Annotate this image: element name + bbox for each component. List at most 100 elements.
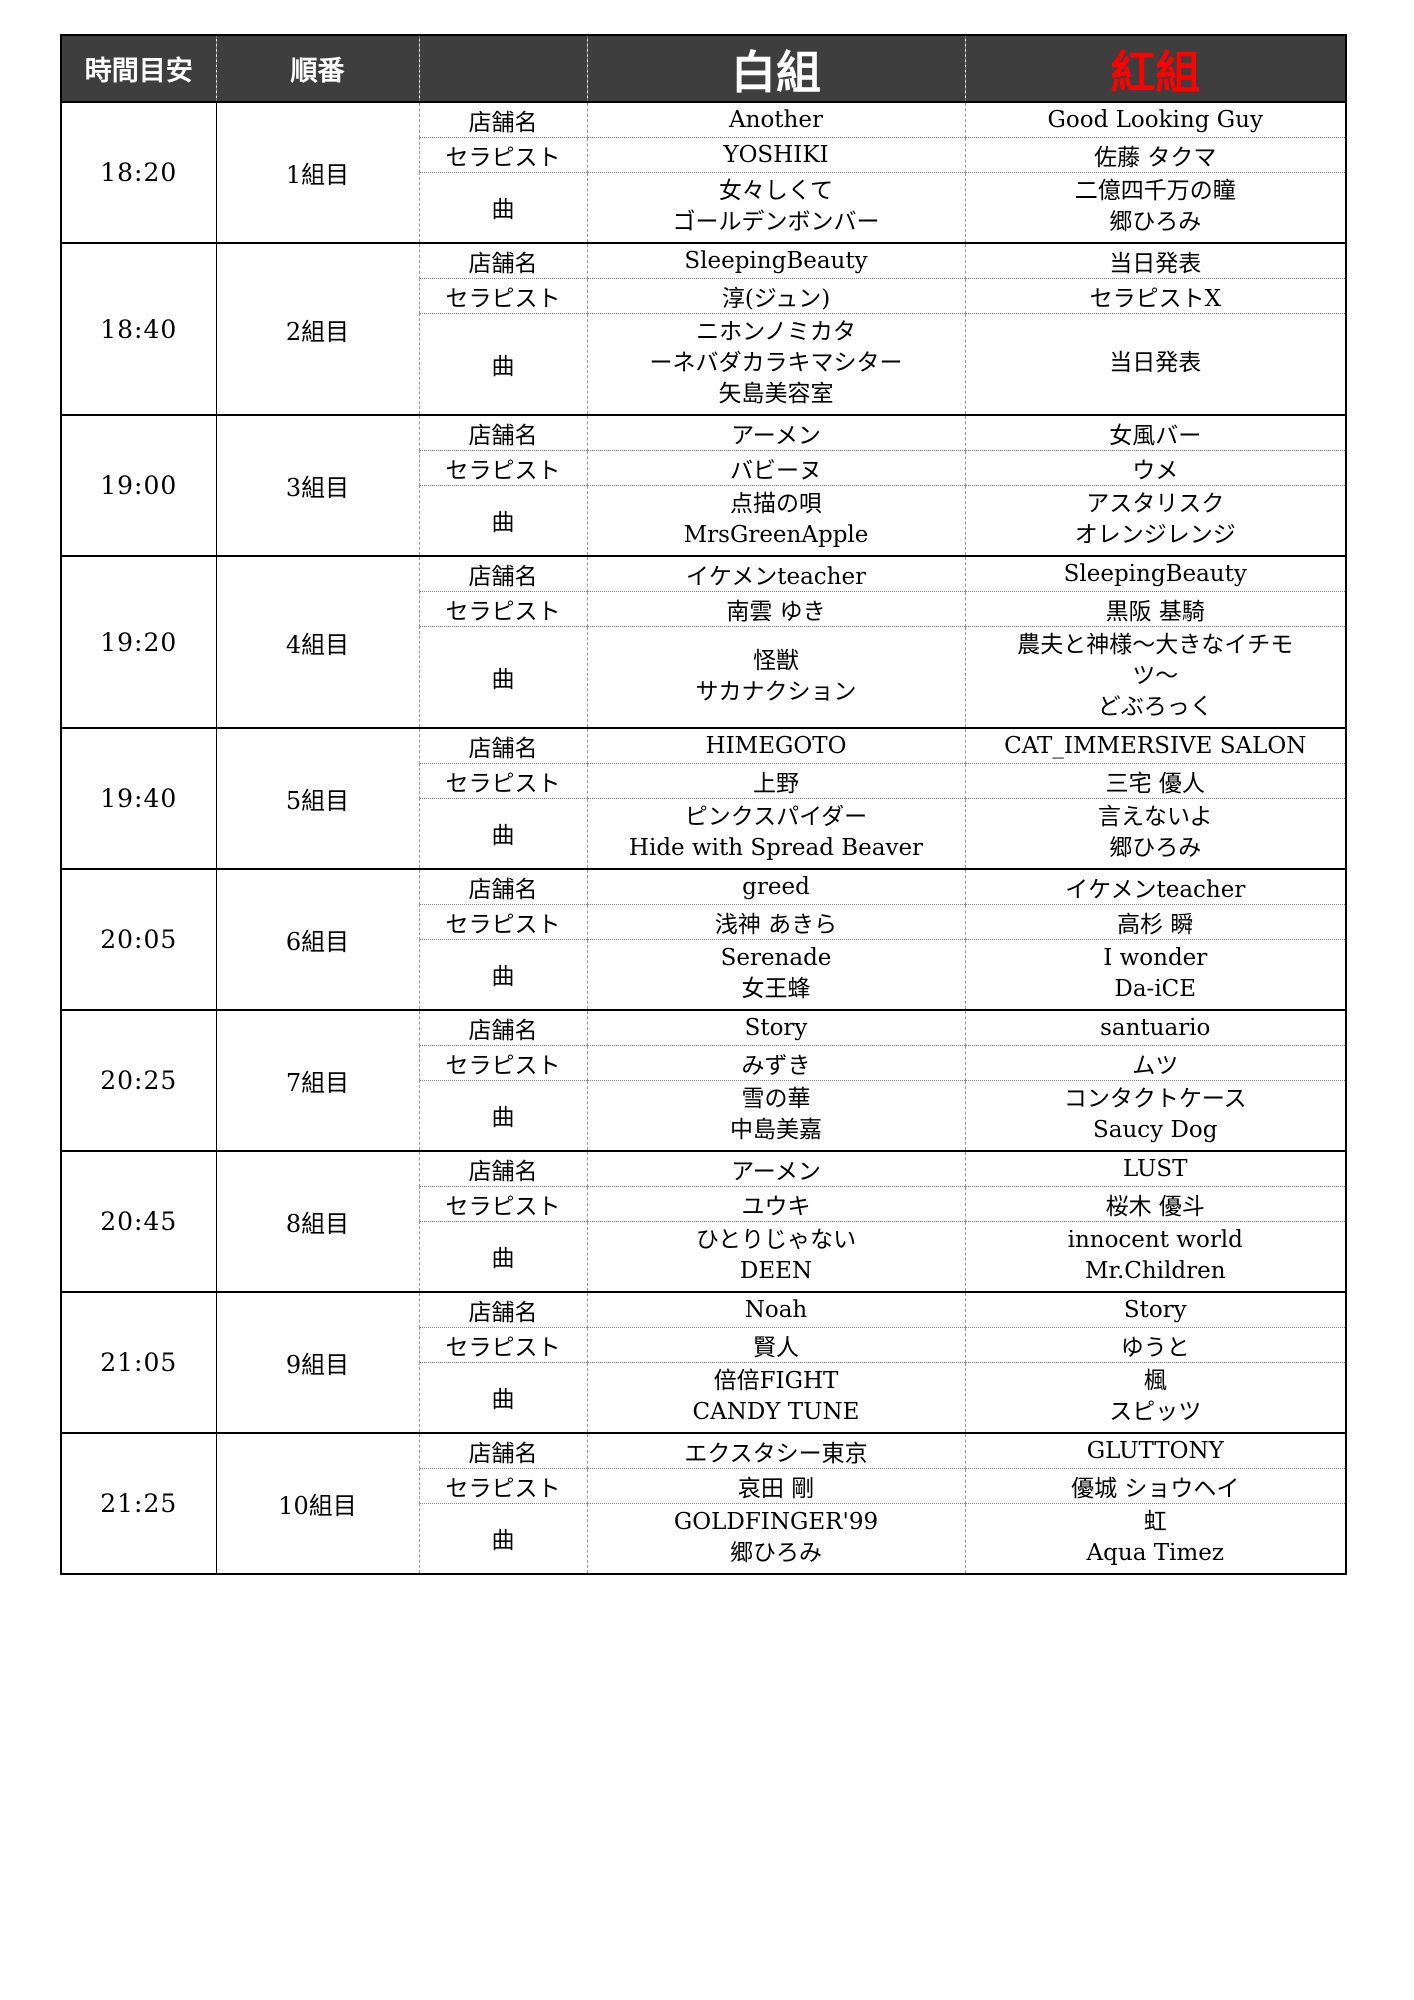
song-line: Mr.Children xyxy=(1084,1258,1226,1284)
song-line: ニホンノミカタ xyxy=(696,319,856,345)
song-line: 楓 xyxy=(1143,1368,1167,1394)
white-shop: エクスタシー東京 xyxy=(587,1432,966,1469)
group-row-therapist: セラピスト バビーヌ ウメ xyxy=(61,450,1346,486)
red-therapist: ムツ xyxy=(965,1045,1346,1081)
song-line: 当日発表 xyxy=(1109,350,1202,376)
red-song: 農夫と神様〜大きなイチモ ツ〜 どぶろっく xyxy=(965,626,1346,728)
song-label: 曲 xyxy=(419,1503,588,1574)
white-therapist: 賢人 xyxy=(587,1327,966,1363)
song-line: スピッツ xyxy=(1109,1399,1202,1425)
song-line: Serenade xyxy=(720,945,832,971)
group-row-therapist: セラピスト YOSHIKI 佐藤 タクマ xyxy=(61,137,1346,173)
shop-label: 店舗名 xyxy=(419,868,588,905)
white-song: 女々しくて ゴールデンボンバー xyxy=(587,172,966,243)
header-spacer-cell xyxy=(419,35,588,103)
therapist-label: セラピスト xyxy=(419,1327,588,1363)
song-line: ひとりじゃない xyxy=(695,1227,857,1253)
song-line: 女々しくて xyxy=(718,178,834,204)
time-cell: 19:20 xyxy=(61,555,217,728)
time-cell: 19:00 xyxy=(61,414,217,556)
shop-label: 店舗名 xyxy=(419,555,588,592)
song-label: 曲 xyxy=(419,172,588,243)
song-line: 雪の華 xyxy=(741,1086,811,1112)
song-line: ピンクスパイダー xyxy=(684,804,868,830)
white-song: ニホンノミカタ ーネバダカラキマシター 矢島美容室 xyxy=(587,313,966,415)
group-row-shop: 20:45 8組目 店舗名 アーメン LUST xyxy=(61,1150,1346,1292)
red-therapist: 優城 ショウヘイ xyxy=(965,1468,1346,1504)
therapist-label: セラピスト xyxy=(419,1468,588,1504)
group-row-song: 曲 ニホンノミカタ ーネバダカラキマシター 矢島美容室 当日発表 xyxy=(61,313,1346,415)
red-shop: 女風バー xyxy=(965,414,1346,451)
group-row-therapist: セラピスト ユウキ 桜木 優斗 xyxy=(61,1186,1346,1222)
time-cell: 20:45 xyxy=(61,1150,217,1292)
red-shop: Story xyxy=(965,1291,1346,1328)
song-line: innocent world xyxy=(1067,1227,1243,1253)
group-row-shop: 20:25 7組目 店舗名 Story santuario xyxy=(61,1009,1346,1151)
white-shop: greed xyxy=(587,868,966,905)
red-song: コンタクトケース Saucy Dog xyxy=(965,1080,1346,1151)
order-cell: 2組目 xyxy=(216,242,420,415)
red-therapist: ウメ xyxy=(965,450,1346,486)
group-row-therapist: セラピスト 賢人 ゆうと xyxy=(61,1327,1346,1363)
song-line: ツ〜 xyxy=(1132,663,1179,689)
song-line: 二億四千万の瞳 xyxy=(1074,178,1236,204)
time-cell: 20:05 xyxy=(61,868,217,1010)
group-row-shop: 19:00 3組目 店舗名 アーメン 女風バー xyxy=(61,414,1346,556)
song-line: 怪獣 xyxy=(753,647,799,674)
order-cell: 6組目 xyxy=(216,868,420,1010)
red-song: 虹 Aqua Timez xyxy=(965,1503,1346,1574)
shop-label: 店舗名 xyxy=(419,414,588,451)
header-white-team: 白組 xyxy=(587,35,966,103)
red-shop: LUST xyxy=(965,1150,1346,1187)
white-song: 怪獣 サカナクション xyxy=(587,626,966,728)
song-line: 言えないよ xyxy=(1097,804,1213,830)
white-song: 雪の華 中島美嘉 xyxy=(587,1080,966,1151)
white-therapist: 上野 xyxy=(587,763,966,799)
song-line: DEEN xyxy=(739,1258,813,1284)
white-shop: SleepingBeauty xyxy=(587,242,966,279)
red-therapist: 黒阪 基騎 xyxy=(965,591,1346,627)
time-cell: 21:25 xyxy=(61,1432,217,1574)
order-cell: 3組目 xyxy=(216,414,420,556)
song-line: 郷ひろみ xyxy=(1109,209,1202,235)
white-therapist: 浅神 あきら xyxy=(587,904,966,940)
table-header-row: 時間目安 順番 白組 紅組 xyxy=(61,35,1346,103)
song-label: 曲 xyxy=(419,313,588,415)
red-therapist: 三宅 優人 xyxy=(965,763,1346,799)
shop-label: 店舗名 xyxy=(419,242,588,279)
group-row-song: 曲 雪の華 中島美嘉 コンタクトケース Saucy Dog xyxy=(61,1080,1346,1151)
group-row-song: 曲 倍倍FIGHT CANDY TUNE 楓 スピッツ xyxy=(61,1362,1346,1433)
red-shop: イケメンteacher xyxy=(965,868,1346,905)
song-line: 農夫と神様〜大きなイチモ xyxy=(1017,632,1294,658)
red-song: 二億四千万の瞳 郷ひろみ xyxy=(965,172,1346,243)
song-line: 点描の唄 xyxy=(730,491,822,517)
song-line: Saucy Dog xyxy=(1093,1117,1218,1143)
song-line: コンタクトケース xyxy=(1063,1086,1247,1112)
white-therapist: ユウキ xyxy=(587,1186,966,1222)
white-shop: アーメン xyxy=(587,1150,966,1187)
song-line: オレンジレンジ xyxy=(1074,522,1236,548)
therapist-label: セラピスト xyxy=(419,137,588,173)
therapist-label: セラピスト xyxy=(419,450,588,486)
group-row-song: 曲 ひとりじゃない DEEN innocent world Mr.Childre… xyxy=(61,1221,1346,1292)
song-line: 矢島美容室 xyxy=(718,381,834,407)
song-line: 倍倍FIGHT xyxy=(713,1368,839,1394)
shop-label: 店舗名 xyxy=(419,1009,588,1046)
white-therapist: みずき xyxy=(587,1045,966,1081)
therapist-label: セラピスト xyxy=(419,1186,588,1222)
therapist-label: セラピスト xyxy=(419,904,588,940)
song-label: 曲 xyxy=(419,939,588,1010)
white-song: ピンクスパイダー Hide with Spread Beaver xyxy=(587,798,966,869)
order-cell: 1組目 xyxy=(216,101,420,243)
group-row-therapist: セラピスト 哀田 剛 優城 ショウヘイ xyxy=(61,1468,1346,1504)
song-label: 曲 xyxy=(419,626,588,728)
white-therapist: 哀田 剛 xyxy=(587,1468,966,1504)
therapist-label: セラピスト xyxy=(419,763,588,799)
order-cell: 5組目 xyxy=(216,727,420,869)
red-shop: GLUTTONY xyxy=(965,1432,1346,1469)
song-line: 中島美嘉 xyxy=(730,1117,822,1143)
group-row-therapist: セラピスト 南雲 ゆき 黒阪 基騎 xyxy=(61,591,1346,627)
shop-label: 店舗名 xyxy=(419,1432,588,1469)
white-song: 倍倍FIGHT CANDY TUNE xyxy=(587,1362,966,1433)
time-cell: 21:05 xyxy=(61,1291,217,1433)
